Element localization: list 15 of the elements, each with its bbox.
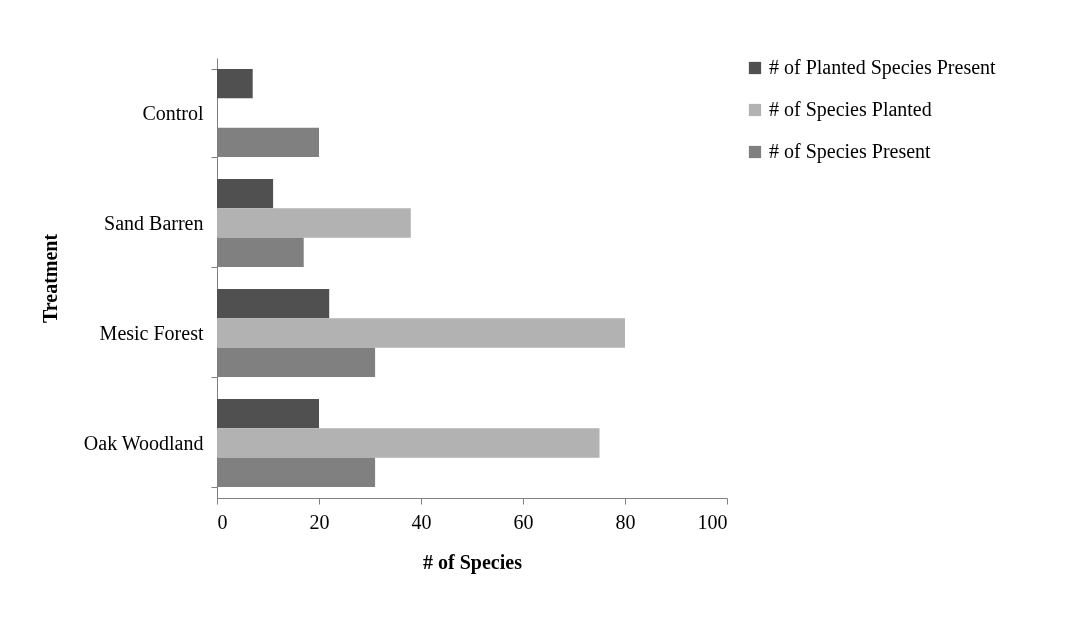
x-tick-label: 40 (411, 510, 432, 533)
y-tick-label: Oak Woodland (83, 431, 204, 454)
legend-label: # of Species Present (769, 140, 932, 163)
y-tick-label: Mesic Forest (99, 321, 204, 344)
y-tick-label: Sand Barren (104, 211, 204, 234)
legend-label: # of Planted Species Present (769, 56, 997, 79)
legend-label: # of Species Planted (769, 98, 932, 121)
x-axis-title: # of Species (423, 550, 523, 574)
x-tick-label: 20 (309, 510, 330, 533)
x-tick-label: 0 (217, 510, 228, 533)
x-tick-label: 80 (615, 510, 636, 533)
y-axis-title: Treatment (39, 233, 62, 324)
x-tick-label: 100 (697, 510, 728, 533)
y-tick-label: Control (142, 101, 204, 124)
x-tick-label: 60 (513, 510, 534, 533)
